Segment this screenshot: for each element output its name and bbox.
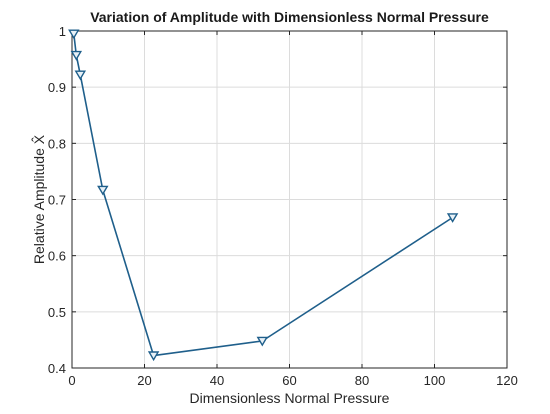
x-tick-labels: 0 20 40 60 80 100 120 [68,373,517,388]
data-point-marker [97,185,109,196]
y-tick-label: 0.7 [48,193,66,208]
series-line [73,33,454,357]
data-point-marker [70,50,83,61]
data-point-marker [446,213,459,223]
x-tick-label: 0 [68,373,75,388]
y-tick-labels: 0.4 0.5 0.6 0.7 0.8 0.9 1 [48,24,66,376]
y-tick-label: 1 [59,24,66,39]
y-tick-label: 0.8 [48,136,66,151]
y-axis-title: Relative Amplitude X̂ [31,134,47,264]
x-tick-label: 20 [137,373,151,388]
y-tick-label: 0.9 [48,80,66,95]
x-tick-label: 40 [210,373,224,388]
data-point-marker [68,29,80,40]
chart-title: Variation of Amplitude with Dimensionles… [90,9,489,25]
y-tick-label: 0.5 [48,305,66,320]
x-tick-label: 80 [355,373,369,388]
x-tick-label: 120 [496,373,518,388]
grid-lines [72,31,507,368]
y-tick-label: 0.6 [48,249,66,264]
series-layer [68,29,459,362]
x-tick-label: 60 [282,373,296,388]
data-point-marker [74,70,87,81]
x-tick-label: 100 [424,373,446,388]
x-axis-title: Dimensionless Normal Pressure [190,390,390,406]
data-point-marker [147,351,160,362]
y-tick-label: 0.4 [48,361,66,376]
data-point-marker [256,336,269,347]
